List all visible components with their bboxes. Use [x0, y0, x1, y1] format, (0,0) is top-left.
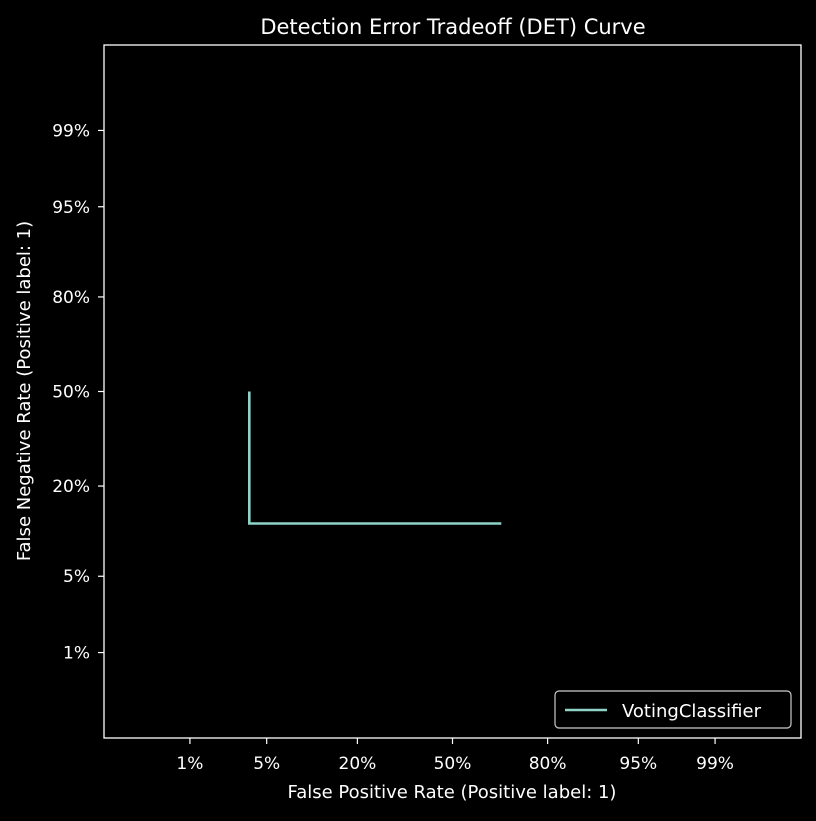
- y-tick-label-3: 50%: [52, 383, 90, 403]
- y-tick-label-2: 20%: [52, 477, 90, 497]
- legend-label-votingclassifier: VotingClassifier: [622, 701, 762, 722]
- y-tick-label-0: 1%: [63, 644, 90, 664]
- chart-title: Detection Error Tradeoff (DET) Curve: [260, 15, 645, 39]
- x-tick-label-5: 95%: [619, 754, 657, 774]
- y-axis-label: False Negative Rate (Positive label: 1): [14, 221, 35, 561]
- y-tick-label-1: 5%: [63, 567, 90, 587]
- x-axis-label: False Positive Rate (Positive label: 1): [288, 782, 617, 803]
- y-tick-label-4: 80%: [52, 288, 90, 308]
- x-tick-label-6: 99%: [696, 754, 734, 774]
- legend-box: [554, 690, 792, 729]
- y-axis-ticks: 1% 5% 20% 50% 80% 95% 99%: [52, 121, 104, 664]
- y-tick-label-6: 99%: [52, 121, 90, 141]
- series-layer: [248, 391, 502, 525]
- x-tick-label-4: 80%: [529, 754, 567, 774]
- x-axis-ticks: 1% 5% 20% 50% 80% 95% 99%: [176, 738, 734, 774]
- x-tick-label-2: 20%: [339, 754, 377, 774]
- series-line-votingclassifier: [248, 391, 502, 525]
- x-tick-label-1: 5%: [253, 754, 280, 774]
- plot-frame: [103, 44, 802, 739]
- x-tick-label-0: 1%: [176, 754, 203, 774]
- x-tick-label-3: 50%: [434, 754, 472, 774]
- y-tick-label-5: 95%: [52, 198, 90, 218]
- legend: VotingClassifier: [554, 690, 792, 729]
